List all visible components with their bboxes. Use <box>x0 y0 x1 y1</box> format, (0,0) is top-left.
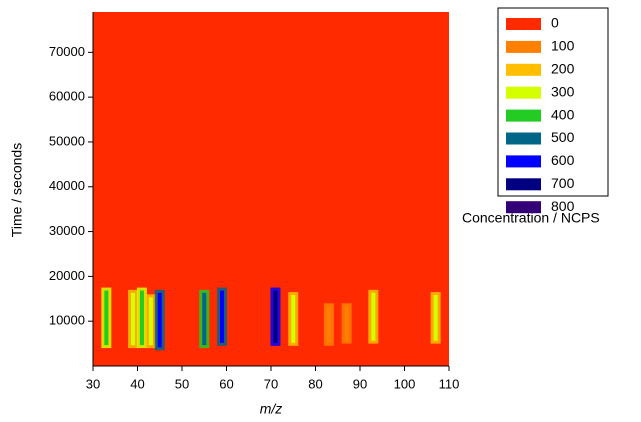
streak <box>139 290 144 346</box>
legend-label: 700 <box>551 175 575 191</box>
legend-swatch <box>506 18 541 30</box>
streak <box>326 306 331 343</box>
y-axis-label: Time / seconds <box>9 143 25 237</box>
x-tick-label: 70 <box>264 376 278 391</box>
streak <box>291 295 296 343</box>
legend-label: 200 <box>551 61 575 77</box>
legend-label: 500 <box>551 129 575 145</box>
streak <box>131 292 136 346</box>
legend-swatch <box>506 40 541 53</box>
streak <box>433 295 438 341</box>
x-tick-label: 30 <box>86 376 100 391</box>
legend-label: 100 <box>551 38 575 54</box>
legend-swatch <box>506 201 541 214</box>
legend-swatch <box>506 132 541 145</box>
legend-title: Concentration / NCPS <box>462 210 600 226</box>
y-tick-label: 60000 <box>49 89 85 104</box>
streak <box>273 290 278 343</box>
legend-swatch <box>506 109 541 122</box>
x-tick-label: 40 <box>130 376 144 391</box>
x-tick-label: 110 <box>439 376 460 391</box>
streak <box>148 297 153 346</box>
streak <box>202 292 207 346</box>
legend-swatch <box>506 63 541 76</box>
legend-swatch <box>506 155 541 168</box>
legend-label: 600 <box>551 152 575 168</box>
y-tick-label: 50000 <box>49 133 85 148</box>
legend-label: 0 <box>551 15 559 31</box>
x-tick-label: 90 <box>353 376 367 391</box>
y-tick-label: 40000 <box>49 178 85 193</box>
legend-swatch <box>506 178 541 191</box>
x-axis-label: m/z <box>260 401 283 417</box>
y-tick-label: 10000 <box>49 313 85 328</box>
x-tick-label: 80 <box>308 376 322 391</box>
streak <box>157 292 162 348</box>
y-tick-label: 30000 <box>49 223 85 238</box>
streak <box>344 306 349 341</box>
x-tick-label: 100 <box>394 376 416 391</box>
legend-label: 800 <box>551 198 575 214</box>
y-tick-label: 70000 <box>49 44 85 59</box>
streak <box>220 290 225 343</box>
x-tick-label: 60 <box>219 376 233 391</box>
streak <box>371 292 376 341</box>
legend-label: 300 <box>551 83 575 99</box>
x-tick-label: 50 <box>175 376 189 391</box>
legend-swatch <box>506 86 541 99</box>
streak <box>104 290 109 346</box>
legend-label: 400 <box>551 106 575 122</box>
y-tick-label: 20000 <box>49 268 85 283</box>
